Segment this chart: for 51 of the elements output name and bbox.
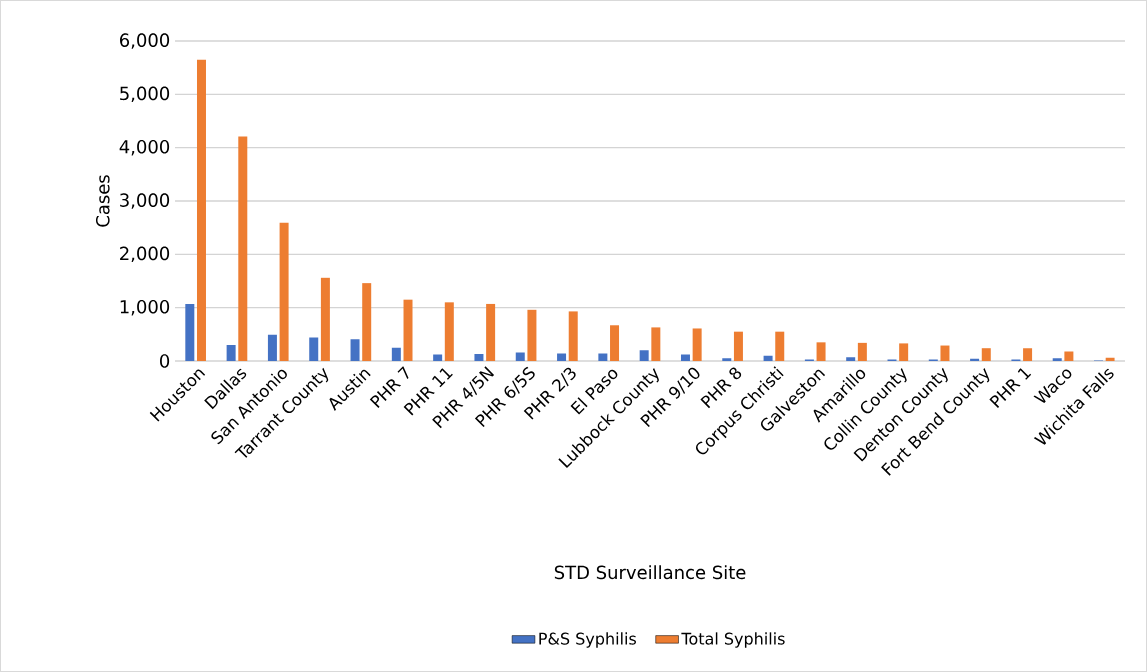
- bar: [1023, 348, 1033, 361]
- y-tick-label: 5,000: [120, 86, 170, 103]
- y-tick-label: 3,000: [120, 193, 170, 209]
- bar: [185, 303, 195, 361]
- bar: [846, 357, 856, 361]
- bar: [816, 342, 826, 361]
- bar: [557, 353, 567, 361]
- bar: [610, 325, 620, 361]
- y-tick-label: 6,000: [120, 33, 170, 49]
- bar: [763, 355, 773, 361]
- bar: [527, 309, 537, 361]
- bar: [444, 302, 454, 361]
- bar: [486, 303, 496, 361]
- bar: [775, 331, 785, 361]
- bar: [1052, 358, 1062, 361]
- bar: [474, 354, 484, 361]
- bar: [970, 358, 980, 361]
- bar: [433, 354, 443, 361]
- bar: [940, 345, 950, 361]
- y-axis-title: Cases: [95, 175, 110, 227]
- y-tick-label: 4,000: [119, 139, 170, 156]
- bar: [981, 348, 991, 361]
- bar: [267, 334, 277, 361]
- bar: [238, 136, 248, 361]
- legend-label: Total Syphilis: [681, 632, 785, 648]
- bar: [722, 358, 732, 361]
- bar: [857, 342, 867, 361]
- bar: [680, 354, 690, 361]
- bar: [362, 283, 372, 361]
- bar: [733, 331, 743, 361]
- bar: [899, 343, 909, 361]
- bar: [320, 277, 330, 361]
- bar: [309, 337, 319, 361]
- bar: [692, 328, 702, 361]
- bar: [1064, 351, 1074, 361]
- bar: [639, 350, 649, 361]
- y-tick-label: 0: [160, 354, 170, 368]
- x-axis-title: STD Surveillance Site: [554, 565, 746, 580]
- bar: [391, 347, 401, 361]
- legend-label: P&S Syphilis: [539, 632, 637, 648]
- bar: [403, 299, 413, 361]
- bar: [515, 352, 525, 361]
- bar: [350, 339, 360, 361]
- y-tick-label: 1,000: [120, 299, 170, 316]
- bar: [226, 345, 236, 361]
- bar: [651, 327, 661, 361]
- bar: [196, 59, 206, 361]
- y-tick-label: 2,000: [120, 246, 170, 263]
- bar: [568, 311, 578, 361]
- bar: [279, 222, 289, 361]
- bar: [598, 353, 608, 361]
